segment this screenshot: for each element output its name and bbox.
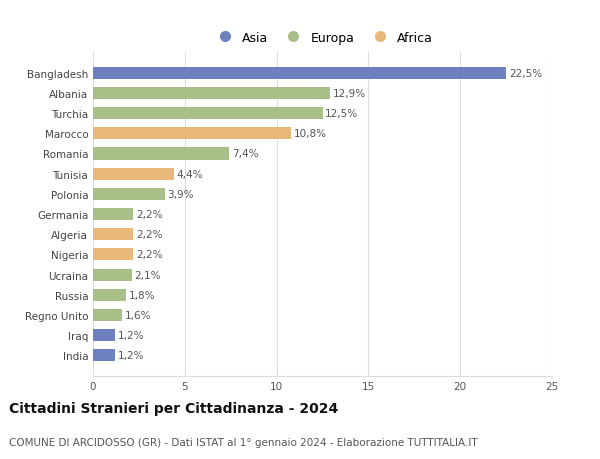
Bar [93,108,323,120]
Text: 2,2%: 2,2% [136,230,163,240]
Text: 2,2%: 2,2% [136,210,163,219]
Text: 12,9%: 12,9% [332,89,366,99]
Bar [93,168,174,180]
Legend: Asia, Europa, Africa: Asia, Europa, Africa [207,27,438,50]
Text: 4,4%: 4,4% [176,169,203,179]
Text: 1,2%: 1,2% [118,330,144,341]
Bar [93,128,291,140]
Text: 1,8%: 1,8% [129,290,155,300]
Bar [93,188,164,201]
Text: 3,9%: 3,9% [167,190,194,199]
Text: 1,6%: 1,6% [125,310,152,320]
Text: 22,5%: 22,5% [509,68,542,78]
Bar [93,350,115,362]
Bar [93,67,506,79]
Text: 12,5%: 12,5% [325,109,358,119]
Bar [93,208,133,221]
Text: 7,4%: 7,4% [232,149,258,159]
Bar [93,148,229,160]
Bar [93,88,330,100]
Text: 2,1%: 2,1% [134,270,161,280]
Text: 1,2%: 1,2% [118,351,144,361]
Text: COMUNE DI ARCIDOSSO (GR) - Dati ISTAT al 1° gennaio 2024 - Elaborazione TUTTITAL: COMUNE DI ARCIDOSSO (GR) - Dati ISTAT al… [9,437,478,448]
Text: Cittadini Stranieri per Cittadinanza - 2024: Cittadini Stranieri per Cittadinanza - 2… [9,402,338,415]
Bar [93,229,133,241]
Bar [93,249,133,261]
Text: 10,8%: 10,8% [294,129,327,139]
Bar [93,269,131,281]
Bar [93,289,126,301]
Bar [93,309,122,321]
Bar [93,330,115,341]
Text: 2,2%: 2,2% [136,250,163,260]
